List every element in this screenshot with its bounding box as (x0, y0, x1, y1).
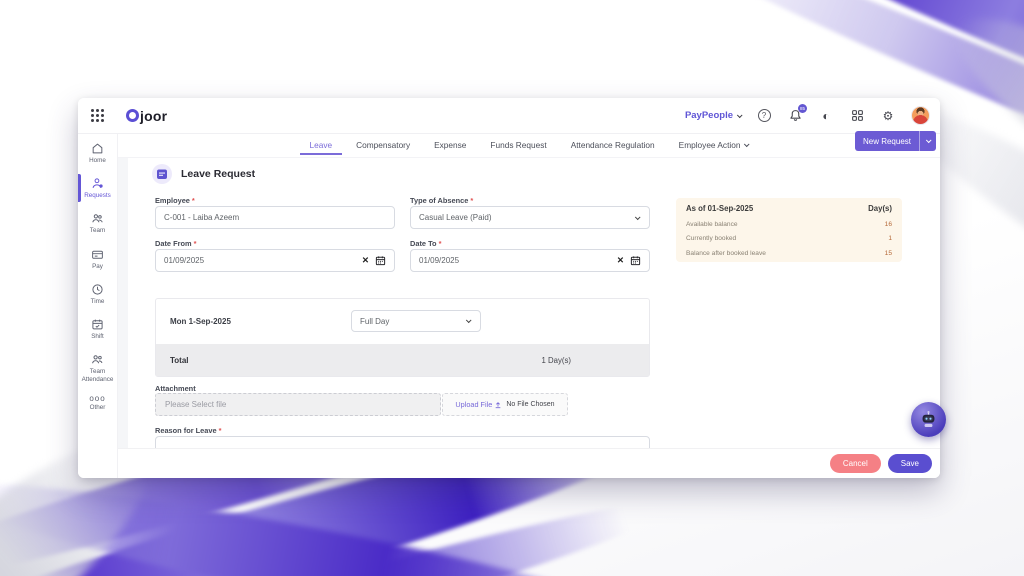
tab-funds-request[interactable]: Funds Request (490, 140, 547, 150)
employee-input[interactable] (164, 213, 386, 222)
notifications-button[interactable]: 85 (787, 103, 807, 124)
main-area: Leave Compensatory Expense Funds Request… (118, 131, 940, 478)
table-row: Mon 1-Sep-2025 Full Day (156, 299, 649, 344)
leave-balance-panel: As of 01-Sep-2025 Day(s) Available balan… (676, 198, 902, 262)
home-icon (92, 143, 103, 154)
date-to-clear-icon[interactable]: ✕ (616, 255, 624, 265)
upload-file-button[interactable]: Upload File (455, 400, 502, 409)
new-request-dropdown-caret[interactable] (919, 131, 936, 151)
shift-calendar-icon (92, 319, 103, 330)
leave-request-card: Leave Request Employee * Type of Absence *… (128, 158, 940, 448)
user-avatar[interactable] (911, 106, 930, 125)
chatbot-fab[interactable] (911, 402, 946, 437)
help-button[interactable]: ? (756, 108, 772, 124)
date-to-label: Date To * (410, 239, 442, 248)
leave-days-table: Mon 1-Sep-2025 Full Day Total 1 Day(s) (155, 298, 650, 377)
attachment-label: Attachment (155, 384, 196, 393)
team-attendance-icon (92, 355, 103, 364)
date-from-clear-icon[interactable]: ✕ (361, 255, 369, 265)
employee-label: Employee * (155, 196, 195, 205)
tab-employee-action[interactable]: Employee Action (669, 136, 759, 155)
file-select-input[interactable]: Please Select file (155, 393, 441, 416)
clock-icon (92, 284, 103, 295)
employee-field-wrap (155, 206, 395, 229)
chevron-down-icon (465, 317, 472, 324)
tab-leave[interactable]: Leave (299, 136, 343, 155)
requests-person-icon (92, 178, 103, 189)
settings-button[interactable]: ⚙ (880, 108, 896, 124)
date-to-calendar-icon[interactable] (630, 255, 641, 266)
new-request-button[interactable]: New Request (854, 131, 936, 151)
reason-for-leave-textarea[interactable] (155, 436, 650, 448)
apps-button[interactable] (849, 108, 865, 124)
workspace-selector[interactable]: PayPeople (684, 110, 743, 121)
date-from-label: Date From * (155, 239, 197, 248)
help-icon: ? (757, 109, 771, 122)
request-tabs-bar: Leave Compensatory Expense Funds Request… (118, 131, 940, 158)
logo-o-ring-icon (126, 109, 139, 122)
date-to-input[interactable] (419, 256, 611, 265)
balance-row-available: Available balance 16 (686, 220, 892, 228)
sidebar-nav: Home Requests Team Pay Time Shift Team A… (78, 134, 118, 478)
leave-request-icon (152, 164, 172, 184)
leave-day-date: Mon 1-Sep-2025 (170, 317, 231, 326)
sidebar-item-time[interactable]: Time (78, 282, 117, 306)
date-to-field-wrap: ✕ (410, 249, 650, 272)
tab-expense[interactable]: Expense (434, 140, 467, 150)
pay-card-icon (92, 250, 103, 259)
contrast-icon: ◐ (822, 108, 830, 123)
type-of-absence-label: Type of Absence * (410, 196, 474, 205)
upload-file-area: Upload File No File Chosen (442, 393, 568, 416)
date-from-input[interactable] (164, 256, 356, 265)
form-footer: Cancel Save (118, 448, 940, 478)
notification-badge: 85 (798, 103, 807, 113)
ojoor-logo[interactable]: joor (126, 108, 167, 124)
balance-row-booked: Currently booked 1 (686, 235, 892, 243)
top-bar: joor PayPeople ? 85 ◐ (78, 98, 940, 134)
reason-for-leave-label: Reason for Leave * (155, 426, 222, 435)
app-window: joor PayPeople ? 85 ◐ (78, 98, 940, 478)
app-launcher-icon[interactable] (91, 109, 104, 122)
save-button[interactable]: Save (887, 454, 932, 473)
date-from-field-wrap: ✕ (155, 249, 395, 272)
team-icon (92, 214, 103, 223)
balance-row-after: Balance after booked leave 15 (686, 249, 892, 257)
other-dots-icon: ooo (89, 393, 106, 403)
chevron-down-icon (744, 141, 751, 148)
workspace-label: PayPeople (684, 110, 733, 121)
total-row: Total 1 Day(s) (156, 344, 649, 376)
logo-text: joor (140, 107, 168, 124)
chevron-down-icon (634, 213, 641, 220)
sidebar-item-shift[interactable]: Shift (78, 317, 117, 341)
gear-icon: ⚙ (882, 108, 894, 123)
sidebar-item-requests[interactable]: Requests (78, 174, 117, 203)
sidebar-item-team[interactable]: Team (78, 211, 117, 235)
no-file-chosen-text: No File Chosen (506, 401, 555, 408)
chevron-down-icon (736, 111, 743, 118)
balance-as-of-date: As of 01-Sep-2025 (686, 204, 754, 213)
sidebar-item-home[interactable]: Home (78, 141, 117, 165)
cancel-button[interactable]: Cancel (829, 454, 881, 473)
theme-toggle-button[interactable]: ◐ (818, 108, 834, 124)
balance-unit: Day(s) (868, 204, 892, 213)
sidebar-item-pay[interactable]: Pay (78, 247, 117, 271)
upload-icon (495, 401, 501, 408)
page-title: Leave Request (181, 168, 256, 180)
sidebar-item-other[interactable]: ooo Other (89, 393, 106, 411)
total-days-value: 1 Day(s) (541, 355, 571, 365)
tab-compensatory[interactable]: Compensatory (356, 140, 411, 150)
day-type-select[interactable]: Full Day (351, 310, 481, 332)
robot-icon (922, 410, 935, 428)
apps-grid-icon (851, 110, 863, 121)
tab-attendance-regulation[interactable]: Attendance Regulation (570, 140, 655, 150)
date-from-calendar-icon[interactable] (375, 255, 386, 266)
type-of-absence-select[interactable]: Casual Leave (Paid) (410, 206, 650, 229)
sidebar-item-team-attendance[interactable]: Team Attendance (78, 352, 117, 383)
